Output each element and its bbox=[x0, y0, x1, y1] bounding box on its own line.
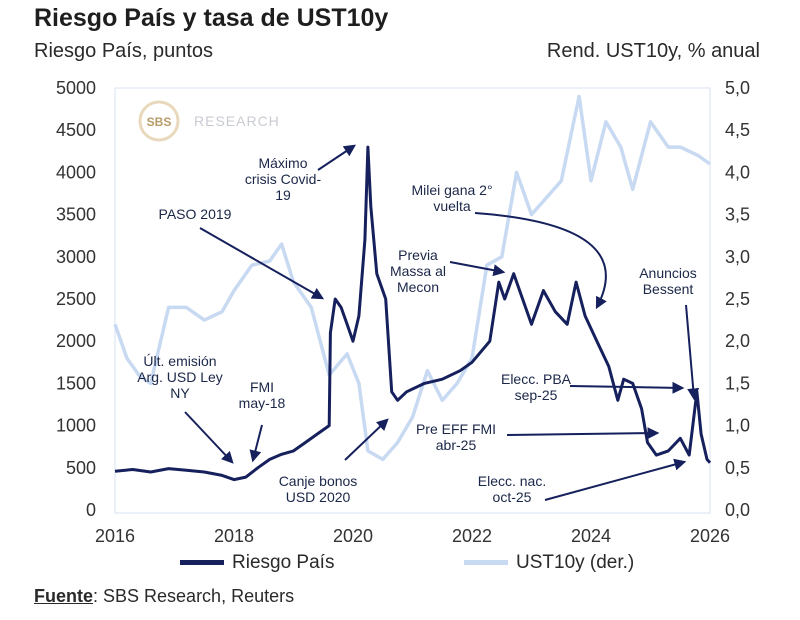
annotation-label: Máximo crisis Covid-19 bbox=[245, 155, 322, 203]
left-axis-title: Riesgo País, puntos bbox=[34, 40, 213, 62]
source-note: Fuente: SBS Research, Reuters bbox=[34, 586, 294, 607]
logo-mark: SBS bbox=[147, 115, 172, 129]
y-left-tick: 1000 bbox=[56, 416, 96, 436]
ust10y-line bbox=[113, 94, 712, 462]
annotation-label: Previa Massa al Mecon bbox=[390, 247, 446, 295]
legend-swatch-riesgo bbox=[180, 560, 224, 566]
annotation-label: Canje bonos USD 2020 bbox=[279, 473, 358, 505]
annotation-arrow bbox=[569, 381, 685, 394]
y-right-tick: 1,5 bbox=[725, 373, 750, 393]
source-label: Fuente bbox=[34, 586, 94, 606]
y-left-tick: 2500 bbox=[56, 289, 96, 309]
plot-frame bbox=[114, 87, 711, 514]
axis-ticks: 0 500 1000 1500 2000 2500 3000 3500 4000 4500 5000… bbox=[56, 78, 750, 546]
annotation-arrow bbox=[474, 212, 607, 310]
y-left-tick: 4500 bbox=[56, 120, 96, 140]
annotation-label: Anuncios Bessent bbox=[639, 265, 697, 297]
y-left-tick: 0 bbox=[86, 500, 96, 520]
y-right-tick: 5,0 bbox=[725, 78, 750, 98]
x-tick: 2024 bbox=[571, 526, 611, 546]
annotation-arrow bbox=[184, 411, 234, 464]
logo-ring bbox=[138, 100, 180, 142]
x-tick: 2026 bbox=[690, 526, 730, 546]
logo-word: RESEARCH bbox=[194, 113, 280, 129]
legend-riesgo: Riesgo País bbox=[180, 552, 334, 574]
y-right-tick: 4,0 bbox=[725, 162, 750, 182]
y-right-tick: 0,0 bbox=[725, 500, 750, 520]
annotation-label: Elecc. PBA sep-25 bbox=[501, 371, 572, 403]
legend-swatch-ust bbox=[464, 560, 508, 566]
y-left-tick: 4000 bbox=[56, 162, 96, 182]
ust-series bbox=[113, 94, 712, 462]
annotation-label: Pre EFF FMI abr-25 bbox=[416, 421, 496, 453]
y-left-tick: 500 bbox=[66, 458, 96, 478]
right-axis-title: Rend. UST10y, % anual bbox=[546, 40, 760, 62]
annotation-arrows bbox=[184, 144, 700, 501]
y-right-tick: 3,0 bbox=[725, 247, 750, 267]
y-left-tick: 3000 bbox=[56, 247, 96, 267]
annotation-label: Elecc. nac. oct-25 bbox=[478, 473, 546, 505]
annotation-label: Últ. emisión Arg. USD Ley NY bbox=[137, 353, 223, 401]
x-tick: 2022 bbox=[452, 526, 492, 546]
source-text: : SBS Research, Reuters bbox=[93, 586, 295, 606]
annotation-arrow bbox=[449, 261, 506, 277]
y-right-tick: 2,0 bbox=[725, 331, 750, 351]
y-left-tick: 5000 bbox=[56, 78, 96, 98]
chart-title: Riesgo País y tasa de UST10y bbox=[34, 4, 389, 32]
annotation-label: Milei gana 2° vuelta bbox=[411, 182, 492, 214]
y-left-tick: 2000 bbox=[56, 331, 96, 351]
y-right-tick: 3,5 bbox=[725, 205, 750, 225]
x-tick: 2020 bbox=[333, 526, 373, 546]
y-right-tick: 1,0 bbox=[725, 416, 750, 436]
legend-riesgo-label: Riesgo País bbox=[232, 552, 335, 573]
annotation-labels: Últ. emisión Arg. USD Ley NY FMI may-18 PASO … bbox=[137, 155, 697, 505]
x-tick: 2016 bbox=[95, 526, 135, 546]
annotation-arrow bbox=[317, 144, 356, 171]
annotation-arrow bbox=[344, 418, 389, 461]
y-left-tick: 3500 bbox=[56, 205, 96, 225]
annotation-arrow bbox=[506, 427, 660, 440]
annotation-arrow bbox=[544, 458, 687, 501]
annotation-label: PASO 2019 bbox=[159, 206, 232, 222]
x-tick: 2018 bbox=[214, 526, 254, 546]
y-right-tick: 4,5 bbox=[725, 120, 750, 140]
annotation-arrow bbox=[685, 304, 700, 401]
legend-ust: UST10y (der.) bbox=[464, 552, 634, 574]
annotation-arrow bbox=[249, 424, 263, 463]
annotation-arrow bbox=[199, 227, 325, 300]
y-right-tick: 0,5 bbox=[725, 458, 750, 478]
y-right-tick: 2,5 bbox=[725, 289, 750, 309]
legend-ust-label: UST10y (der.) bbox=[516, 552, 635, 573]
y-left-tick: 1500 bbox=[56, 373, 96, 393]
annotation-label: FMI may-18 bbox=[239, 379, 286, 411]
sbs-logo: SBS RESEARCH bbox=[138, 100, 280, 142]
